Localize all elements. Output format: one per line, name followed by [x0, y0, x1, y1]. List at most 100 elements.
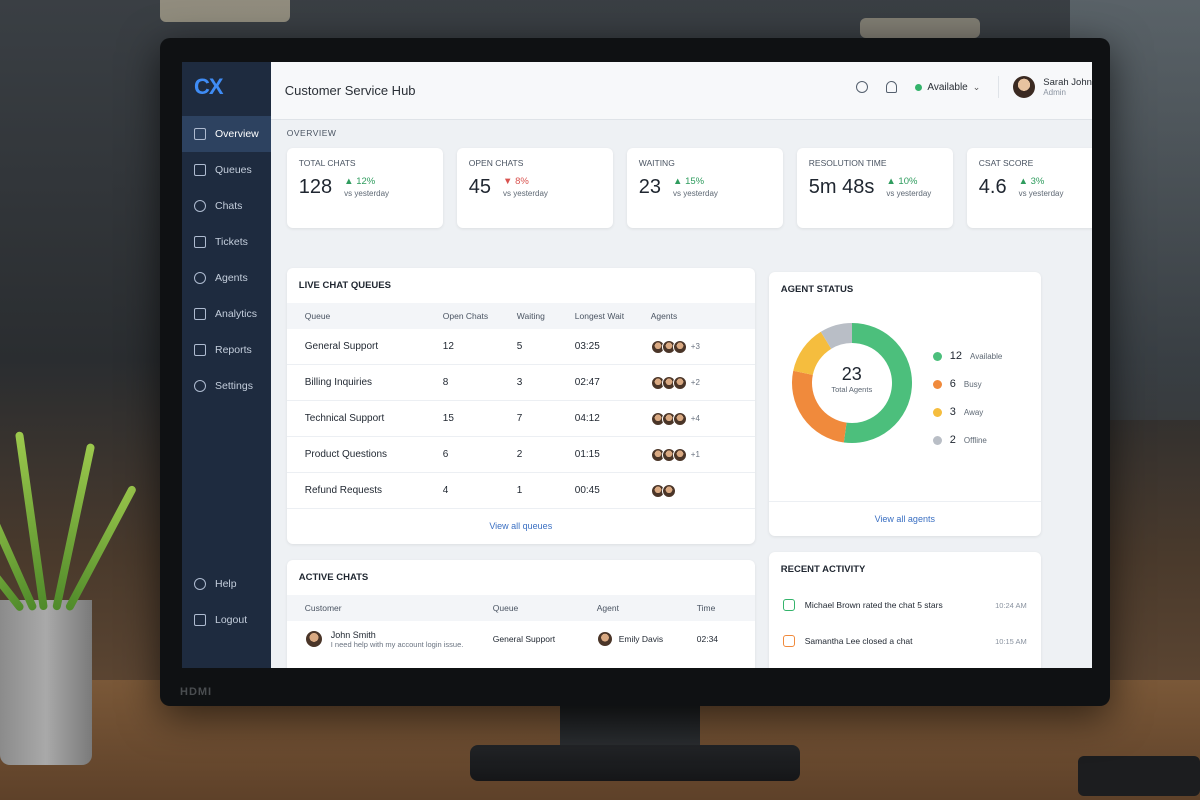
live-chat-queues-card: LIVE CHAT QUEUES Queue Open Chats Waitin…	[286, 268, 755, 544]
bell-icon[interactable]	[886, 81, 898, 93]
longest-wait: 02:47	[574, 377, 600, 388]
queue-name: Technical Support	[304, 413, 385, 424]
legend: 12 Available 6 Busy 3 Away 2 Offline	[932, 342, 1003, 454]
kpi-delta: ▲ 12%	[344, 176, 389, 187]
kpi-trend: ▼ 8% vs yesterday	[503, 176, 548, 198]
monitor-stand	[560, 700, 700, 750]
sidebar-item-help[interactable]: Help	[182, 566, 271, 602]
table-row[interactable]: Refund Requests 4 1 00:45	[286, 473, 755, 509]
card-title: ACTIVE CHATS	[298, 572, 369, 583]
table-row[interactable]: Technical Support 15 7 04:12 +4	[286, 401, 755, 437]
sidebar-item-agents[interactable]: Agents	[182, 260, 271, 296]
column-header[interactable]: Agent	[596, 603, 619, 613]
view-all-agents-link[interactable]: View all agents	[768, 501, 1041, 536]
plant-leaf	[52, 442, 96, 611]
column-header[interactable]: Open Chats	[442, 311, 489, 321]
sidebar-item-logout[interactable]: Logout	[182, 602, 271, 638]
legend-count: 3	[949, 406, 956, 418]
triangle-up-icon: ▲	[344, 176, 357, 187]
sidebar-item-label: Overview	[215, 128, 259, 140]
triangle-down-icon: ▼	[503, 176, 516, 187]
page-title: Customer Service Hub	[284, 83, 416, 98]
check-icon	[782, 599, 795, 611]
agents-cell: +4	[650, 411, 737, 426]
kpi-delta: ▲ 10%	[886, 176, 931, 187]
table-row[interactable]: General Support 12 5 03:25 +3	[286, 329, 755, 365]
open-chats: 8	[442, 377, 449, 388]
kpi-label: WAITING	[638, 158, 675, 168]
kpi-trend: ▲ 12% vs yesterday	[344, 176, 389, 198]
status-selector[interactable]: Available ⌄	[915, 82, 980, 93]
more-agents-count: +1	[690, 450, 700, 459]
sidebar-item-label: Analytics	[215, 308, 258, 320]
table-row[interactable]: Product Questions 6 2 01:15 +1	[286, 437, 755, 473]
agent-name: Emily Davis	[618, 634, 664, 644]
column-header[interactable]: Queue	[492, 603, 519, 613]
longest-wait: 03:25	[574, 341, 600, 352]
user-menu[interactable]: Sarah Johnson Admin ⌄	[998, 76, 1092, 98]
card-title: AGENT STATUS	[780, 284, 854, 295]
top-bar-actions: Available ⌄ Sarah Johnson Admin ⌄	[856, 76, 1092, 98]
queue-rows: General Support 12 5 03:25 +3 Billing Inquiri…	[286, 329, 755, 509]
column-header[interactable]: Agents	[650, 311, 678, 321]
sidebar-item-analytics[interactable]: Analytics	[182, 296, 271, 332]
open-chats: 4	[442, 485, 449, 496]
queue-name: Product Questions	[304, 449, 388, 460]
longest-wait: 01:15	[574, 449, 600, 460]
agent-avatar	[661, 483, 676, 498]
kpi-value: 128	[298, 176, 333, 198]
app-logo: CX	[194, 74, 224, 99]
kpi-row: 128 ▲ 12% vs yesterday	[299, 176, 431, 199]
legend-count: 12	[949, 350, 963, 362]
plant-pot	[0, 600, 92, 765]
column-header[interactable]: Customer	[304, 603, 342, 613]
agent-avatar	[672, 339, 687, 354]
agent-cell: Emily Davis	[596, 631, 697, 647]
document-icon	[782, 635, 795, 647]
kpi-trend: ▲ 15% vs yesterday	[673, 176, 718, 198]
sidebar-item-label: Agents	[215, 272, 248, 284]
gear-icon	[194, 380, 206, 392]
column-header[interactable]: Longest Wait	[574, 311, 625, 321]
view-all-queues-link[interactable]: View all queues	[489, 521, 553, 531]
table-row[interactable]: Billing Inquiries 8 3 02:47 +2	[286, 365, 755, 401]
phone	[1078, 756, 1200, 796]
avatar	[596, 631, 613, 647]
top-bar: Customer Service Hub Available ⌄ Sarah J…	[270, 62, 1092, 120]
column-header[interactable]: Waiting	[516, 311, 545, 321]
kpi-label: CSAT SCORE	[978, 158, 1034, 168]
kpi-sub: vs yesterday	[344, 189, 390, 198]
kpi-sub: vs yesterday	[503, 189, 548, 198]
table-row[interactable]: John Smith I need help with my account l…	[287, 621, 755, 657]
sidebar-item-settings[interactable]: Settings	[182, 368, 271, 404]
donut-segment-offline	[820, 323, 853, 350]
donut-segment-available	[843, 323, 912, 443]
kpi-delta-value: 15%	[685, 176, 705, 187]
search-icon[interactable]	[856, 81, 869, 93]
sidebar-item-chats[interactable]: Chats	[182, 188, 271, 224]
sidebar-item-reports[interactable]: Reports	[182, 332, 271, 368]
legend-count: 6	[949, 378, 956, 390]
agent-avatar	[672, 375, 687, 390]
kpi-delta: ▼ 8%	[503, 176, 548, 187]
activity-item[interactable]: Samantha Lee closed a chat 10:15 AM	[769, 623, 1041, 659]
legend-item: 3 Away	[932, 398, 1003, 426]
open-chats: 6	[442, 449, 449, 460]
kpi-row: 45 ▼ 8% vs yesterday	[469, 176, 601, 199]
sidebar-item-overview[interactable]: Overview	[182, 116, 271, 152]
legend-dot	[932, 435, 942, 445]
more-agents-count: +4	[690, 414, 700, 423]
activity-item[interactable]: Michael Brown rated the chat 5 stars 10:…	[769, 587, 1041, 623]
time-cell: 02:34	[696, 634, 719, 644]
sidebar-item-tickets[interactable]: Tickets	[182, 224, 271, 260]
customer-cell: John Smith I need help with my account l…	[304, 630, 493, 649]
donut-total: 23	[841, 364, 862, 384]
queue-name: General Support	[304, 341, 379, 352]
donut-svg	[791, 323, 912, 443]
kpi-value: 4.6	[978, 176, 1007, 198]
main-area: Customer Service Hub Available ⌄ Sarah J…	[270, 62, 1092, 668]
column-header[interactable]: Queue	[304, 311, 331, 321]
card-title: LIVE CHAT QUEUES	[298, 280, 391, 291]
sidebar-item-queues[interactable]: Queues	[182, 152, 271, 188]
column-header[interactable]: Time	[696, 603, 716, 613]
